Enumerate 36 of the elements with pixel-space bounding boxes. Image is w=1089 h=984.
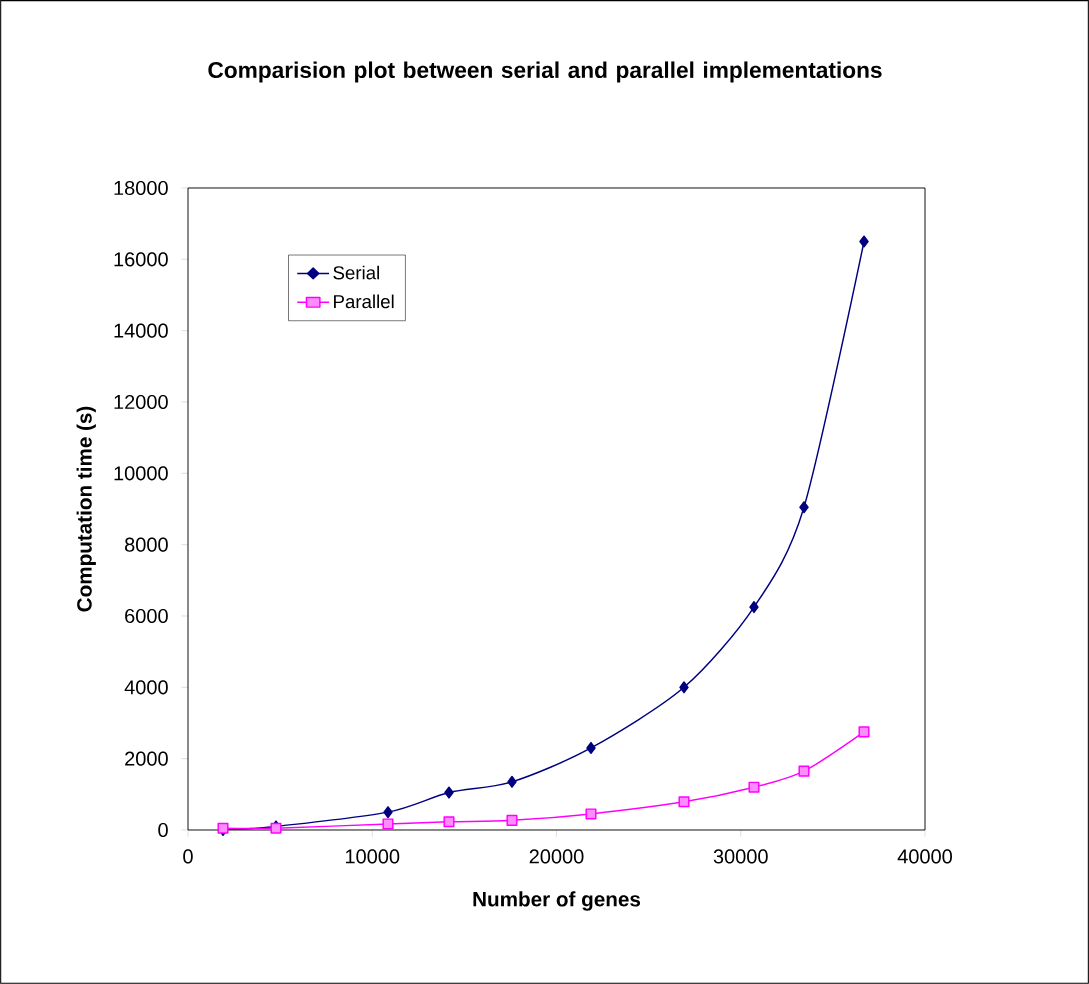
y-tick-label: 8000 [125, 537, 168, 552]
x-tick-label: 30000 [713, 849, 768, 864]
point [444, 786, 454, 799]
point [858, 726, 870, 738]
point [586, 741, 596, 755]
point [749, 601, 759, 614]
y-tick-label: 10000 [114, 466, 168, 481]
point [506, 814, 518, 826]
point [799, 501, 809, 514]
x-tick-label: 40000 [897, 849, 952, 864]
y-tick-label: 12000 [114, 394, 168, 410]
point [383, 806, 393, 819]
y-tick-label: 18000 [114, 180, 168, 196]
point [585, 808, 597, 820]
point [507, 775, 517, 788]
y-tick-label: 14000 [114, 323, 168, 338]
point [798, 765, 810, 777]
y-tick-label: 16000 [114, 252, 168, 267]
y-tick-label: 0 [158, 822, 168, 838]
chart-title: Comparision plot between serial and parallel implementations [208, 61, 882, 83]
point [382, 818, 394, 830]
x-axis-title: Number of genes [473, 891, 641, 911]
x-tick-label: 0 [183, 849, 193, 864]
y-tick-label: 6000 [125, 608, 168, 624]
y-tick-label: 2000 [125, 751, 168, 766]
y-tick-label: 4000 [124, 680, 168, 695]
point [748, 781, 760, 793]
legend-label: Parallel [334, 294, 394, 309]
legend-label: Serial [333, 265, 379, 280]
point [679, 681, 689, 694]
point [443, 816, 455, 828]
y-axis-title: Computation time (s) [76, 406, 96, 612]
x-tick-label: 10000 [345, 849, 400, 864]
point [859, 235, 869, 248]
x-tick-label: 20000 [529, 849, 584, 864]
point [678, 796, 690, 808]
